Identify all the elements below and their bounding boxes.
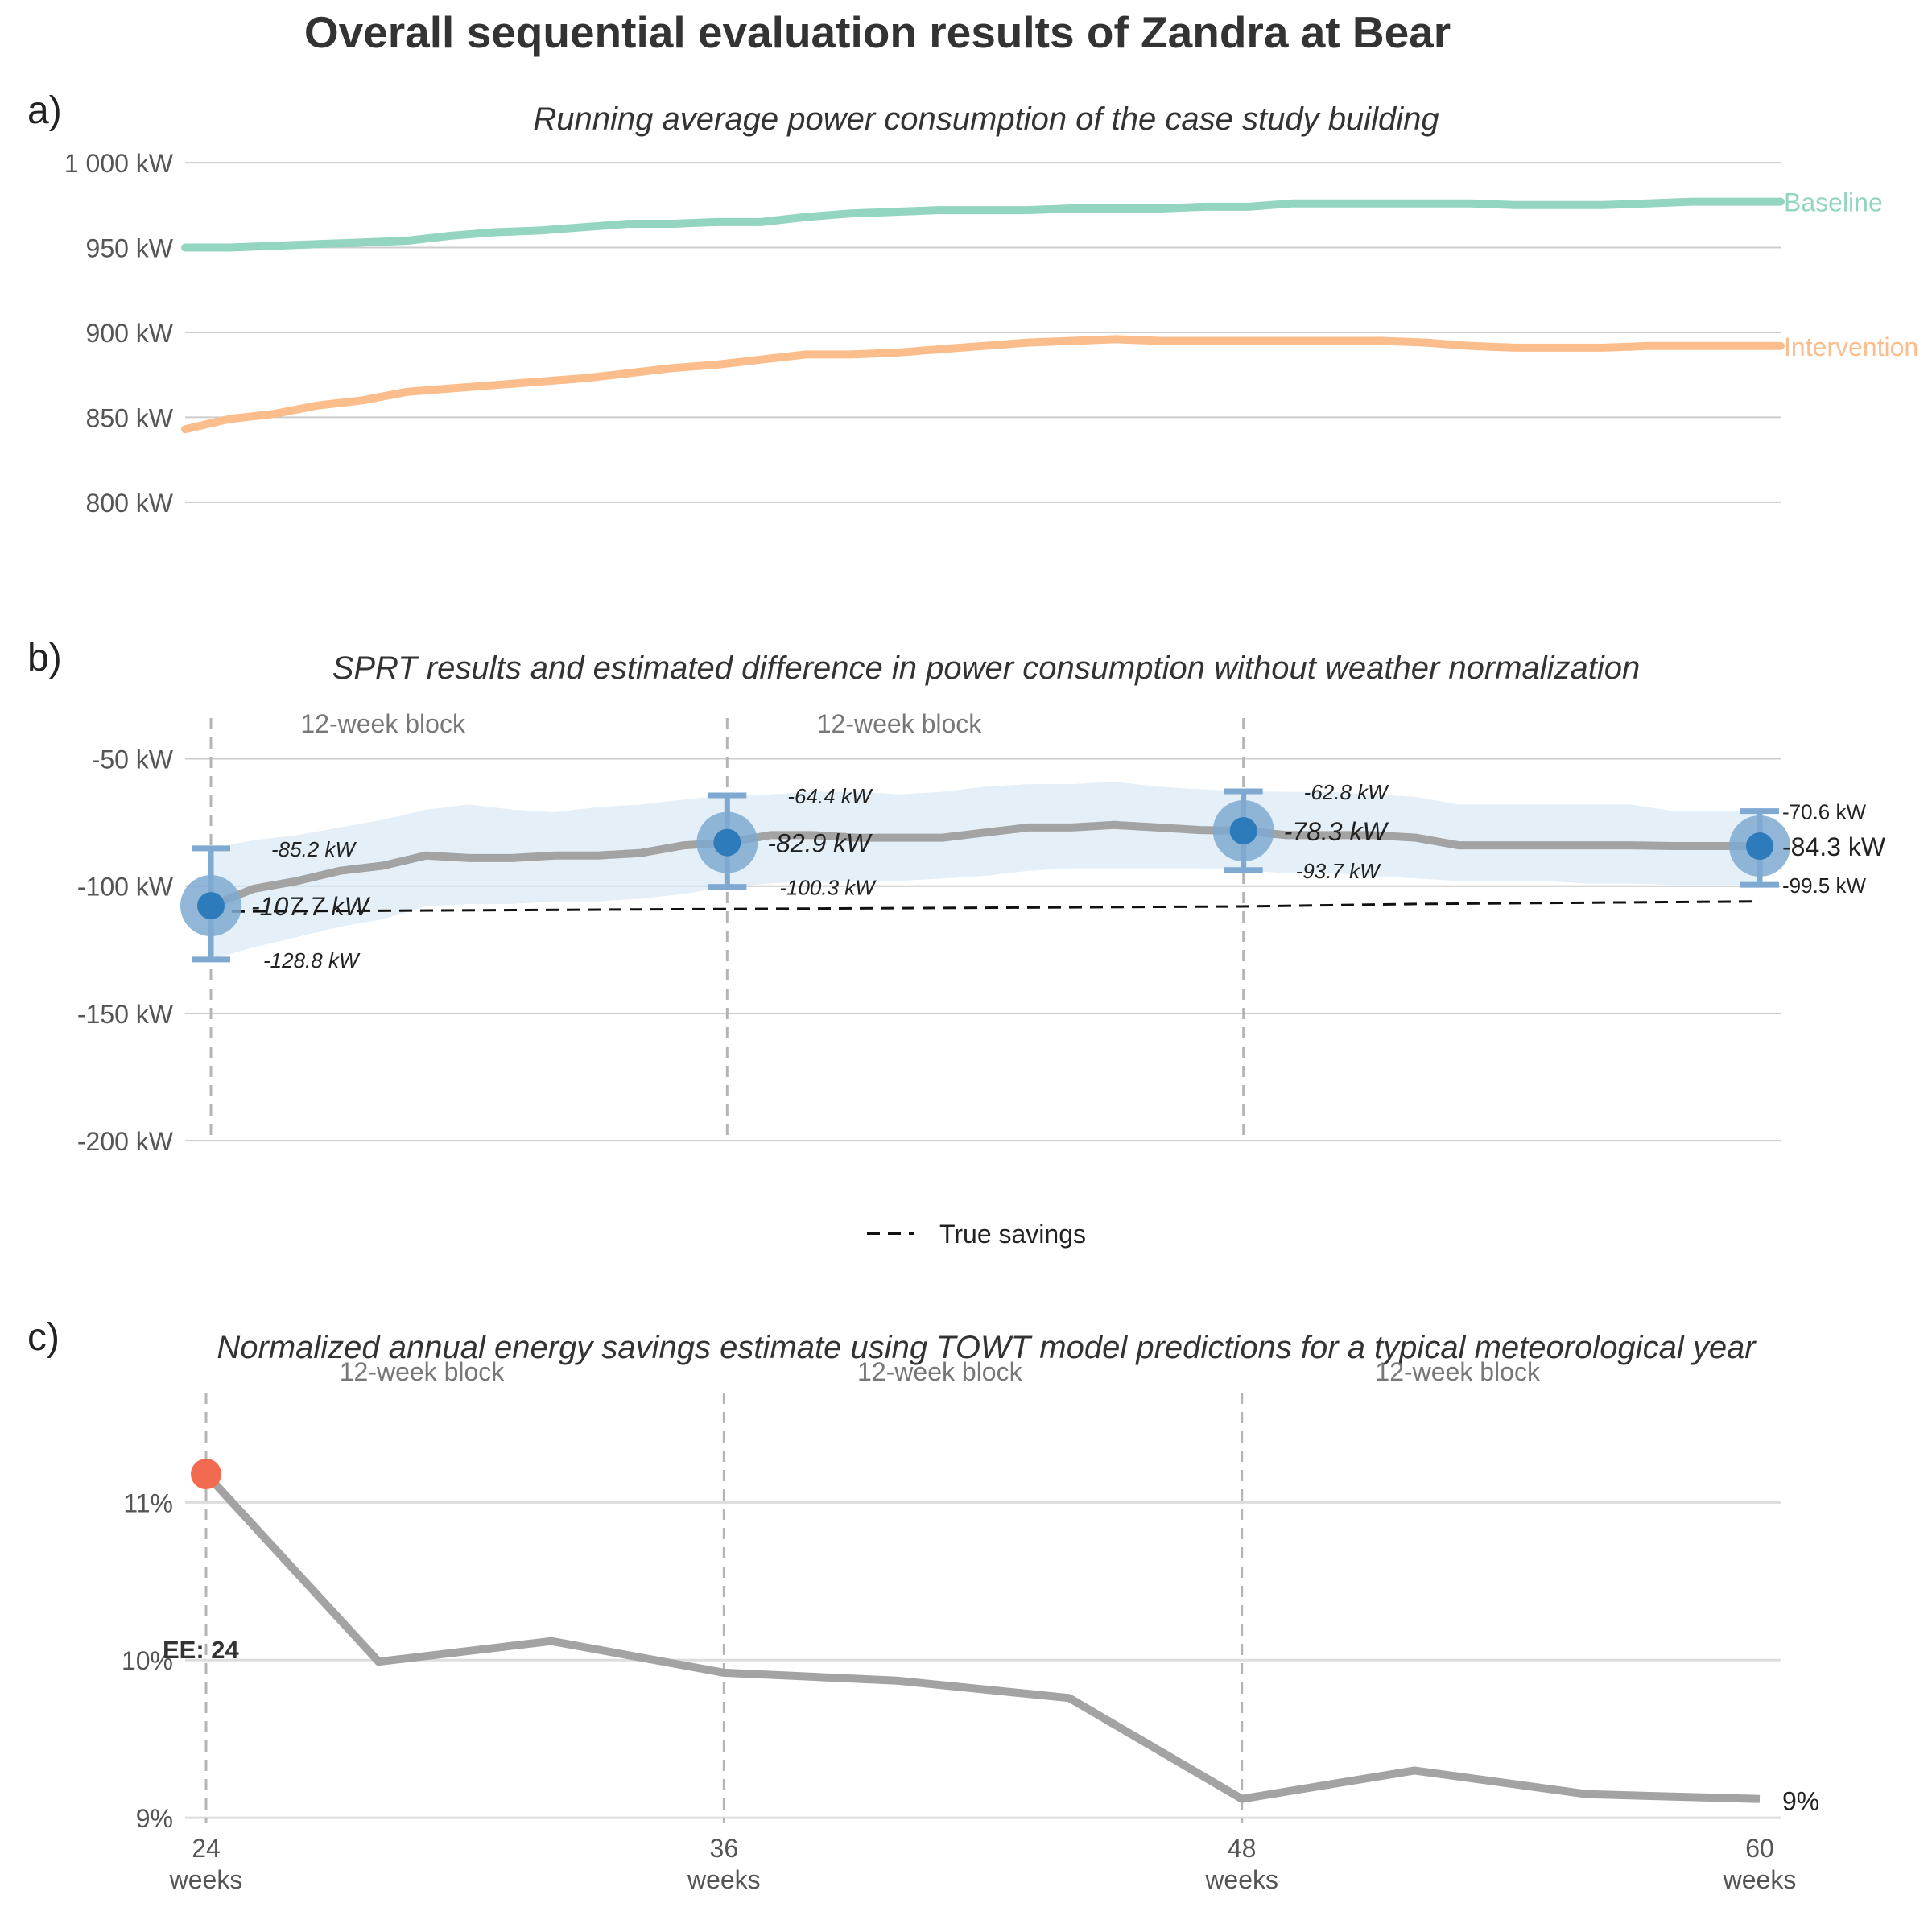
estimate-label: -84.3 kW xyxy=(1782,832,1886,861)
y-tick-label: 9% xyxy=(136,1804,173,1833)
panel-a-plot: 800 kW 850 kW 900 kW 950 kW 1 000 kW Baseline… xyxy=(64,149,1918,518)
lower-bound-label: -100.3 kW xyxy=(779,876,877,900)
y-tick-label: -50 kW xyxy=(92,745,174,774)
series-line-intervention xyxy=(181,335,1785,434)
panel-b-plot: -200 kW -150 kW -100 kW -50 kW 12-week block… xyxy=(77,709,1886,1249)
x-tick-unit-label: weeks xyxy=(1204,1865,1278,1894)
early-end-point xyxy=(191,1459,221,1490)
panel-a-letter: a) xyxy=(27,89,62,132)
y-tick-label: 850 kW xyxy=(86,403,174,432)
block-label: 12-week block xyxy=(300,709,466,738)
panel-c-letter: c) xyxy=(27,1316,60,1359)
series-label-intervention: Intervention xyxy=(1784,332,1918,361)
checkpoint-point xyxy=(1229,817,1257,845)
upper-bound-label: -85.2 kW xyxy=(271,837,357,861)
x-tick-unit-label: weeks xyxy=(1723,1865,1797,1894)
y-tick-label: 800 kW xyxy=(86,489,174,518)
checkpoint-point xyxy=(1746,832,1773,861)
estimate-label: -82.9 kW xyxy=(767,829,873,858)
x-tick-unit-label: weeks xyxy=(169,1865,243,1894)
savings-line xyxy=(203,1471,1761,1803)
lower-bound-label: -93.7 kW xyxy=(1296,859,1381,883)
y-tick-label: 10% xyxy=(122,1646,173,1675)
y-tick-label: 900 kW xyxy=(86,319,174,348)
panel-a-title: Running average power consumption of the… xyxy=(533,101,1439,137)
y-tick-label: 950 kW xyxy=(86,234,174,263)
y-tick-label: -150 kW xyxy=(77,1000,174,1029)
series-line-baseline xyxy=(181,197,1785,252)
block-label: 12-week block xyxy=(857,1357,1023,1386)
block-label: 12-week block xyxy=(340,1357,506,1386)
y-tick-label: 1 000 kW xyxy=(64,149,174,178)
true-savings-line xyxy=(210,900,1761,913)
block-label: 12-week block xyxy=(1375,1357,1541,1386)
panel-b-title: SPRT results and estimated difference in… xyxy=(332,650,1641,686)
upper-bound-label: -64.4 kW xyxy=(787,784,873,808)
block-label: 12-week block xyxy=(817,709,983,738)
series-label-baseline: Baseline xyxy=(1784,188,1883,217)
y-tick-label: -200 kW xyxy=(77,1127,174,1156)
lower-bound-label: -99.5 kW xyxy=(1782,873,1866,898)
y-tick-label: -100 kW xyxy=(77,873,174,902)
early-end-label: EE: 24 xyxy=(163,1636,240,1664)
panel-b-letter: b) xyxy=(27,637,62,679)
estimate-label: -107.7 kW xyxy=(251,892,371,921)
estimate-line xyxy=(209,820,1760,910)
x-tick-label: 60 xyxy=(1745,1834,1774,1863)
confidence-band xyxy=(211,782,1760,960)
legend-true-savings-label: True savings xyxy=(939,1220,1086,1249)
x-tick-label: 24 xyxy=(192,1834,221,1863)
panel-c-plot: 9% 10% 11% 12-week block 12-week block 12-wee… xyxy=(122,1357,1819,1894)
checkpoint-point xyxy=(713,828,741,857)
upper-bound-label: -70.6 kW xyxy=(1782,800,1866,824)
figure-title: Overall sequential evaluation results of… xyxy=(303,7,1451,57)
checkpoint-point xyxy=(197,892,225,920)
x-tick-unit-label: weeks xyxy=(687,1865,761,1894)
estimate-label: -78.3 kW xyxy=(1284,817,1389,846)
y-tick-label: 11% xyxy=(123,1488,173,1517)
x-tick-label: 36 xyxy=(710,1834,739,1863)
lower-bound-label: -128.8 kW xyxy=(263,948,361,972)
panel-c-title: Normalized annual energy savings estimat… xyxy=(217,1330,1756,1365)
x-tick-label: 48 xyxy=(1228,1834,1257,1863)
end-value-label: 9% xyxy=(1782,1787,1819,1816)
upper-bound-label: -62.8 kW xyxy=(1304,780,1389,804)
